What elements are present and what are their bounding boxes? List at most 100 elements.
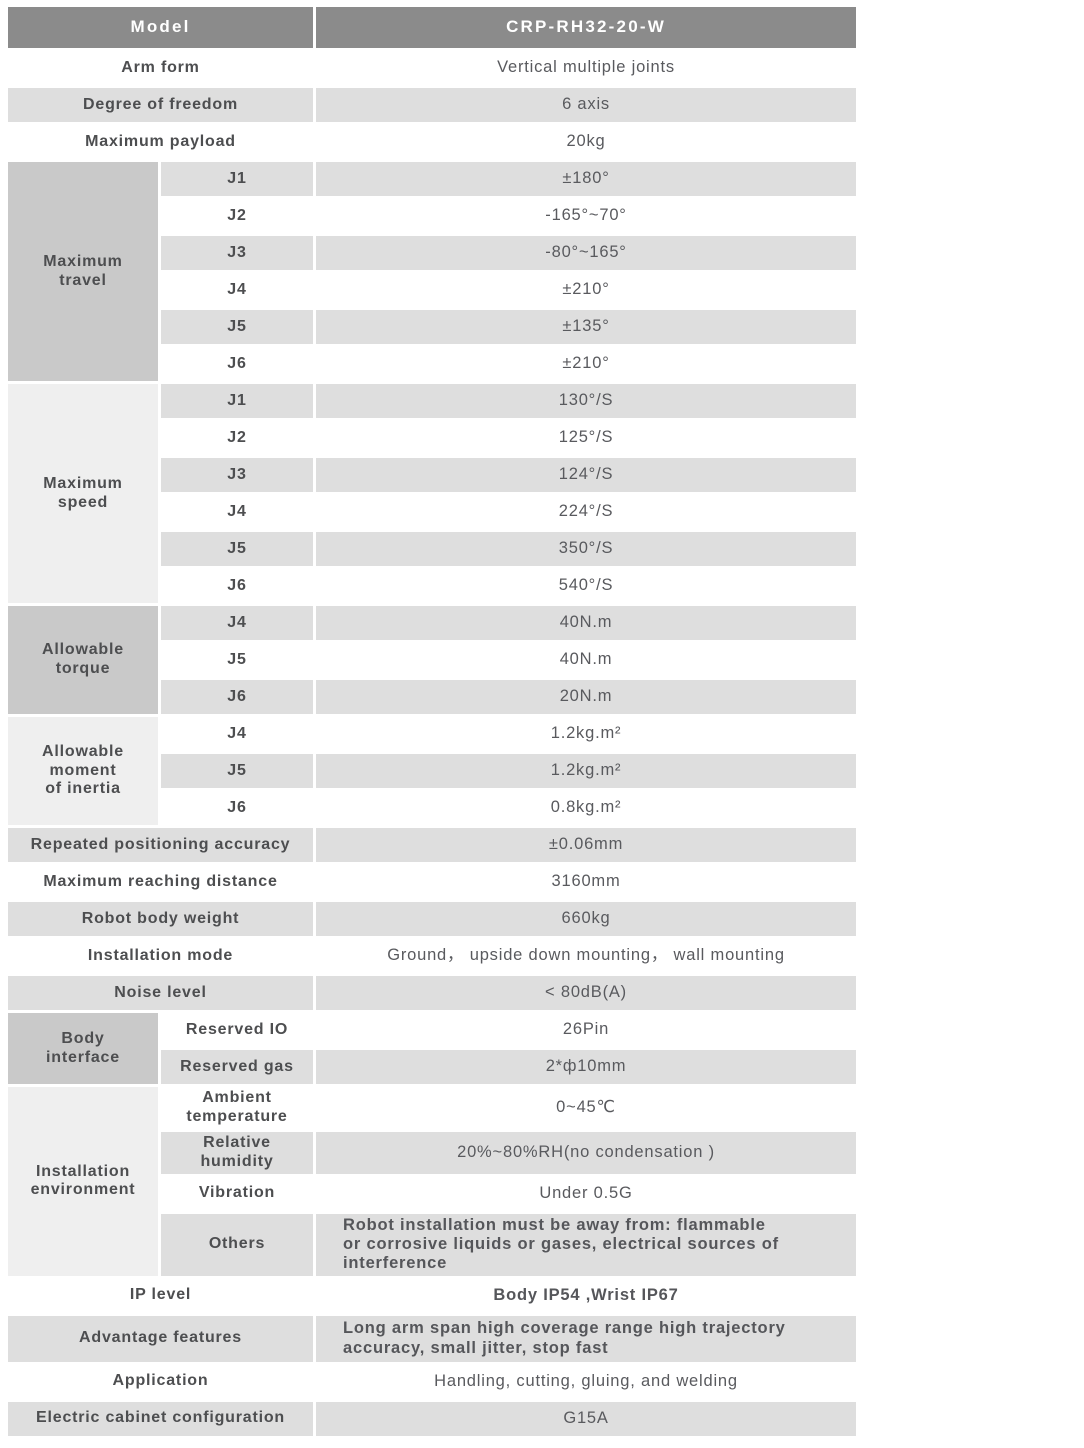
row-value: Ground， upside down mounting， wall mount… xyxy=(316,939,857,973)
table-row-travel-j3: J3 -80°~165° xyxy=(8,236,857,270)
row-value: G15A xyxy=(316,1401,857,1436)
table-row-travel-j4: J4 ±210° xyxy=(8,273,857,307)
sub-value: Under 0.5G xyxy=(316,1176,857,1211)
table-row-noise-level: Noise level < 80dB(A) xyxy=(8,976,857,1010)
joint-label: J3 xyxy=(161,236,314,270)
table-row-torque-j5: J5 40N.m xyxy=(8,643,857,677)
group-label-installation-environment: Installation environment xyxy=(8,1087,158,1276)
row-value: 20kg xyxy=(316,125,857,159)
group-label-body-interface: Body interface xyxy=(8,1013,158,1084)
table-row-reserved-gas: Reserved gas 2*ф10mm xyxy=(8,1050,857,1084)
joint-label: J5 xyxy=(161,310,314,344)
sub-label: Relative humidity xyxy=(161,1131,314,1174)
table-row-speed-j2: J2 125°/S xyxy=(8,421,857,455)
table-row-speed-j5: J5 350°/S xyxy=(8,532,857,566)
joint-label: J4 xyxy=(161,717,314,751)
joint-value: 130°/S xyxy=(316,384,857,418)
joint-value: 1.2kg.m² xyxy=(316,717,857,751)
row-label: Advantage features xyxy=(8,1315,314,1362)
group-label-maximum-speed: Maximum speed xyxy=(8,384,158,603)
table-row-installation-mode: Installation mode Ground， upside down mo… xyxy=(8,939,857,973)
table-row-torque-j4: Allowable torque J4 40N.m xyxy=(8,606,857,714)
row-label: Robot body weight xyxy=(8,902,314,936)
table-row-speed-j4: J4 224°/S xyxy=(8,495,857,529)
joint-value: 350°/S xyxy=(316,532,857,566)
row-label: Arm form xyxy=(8,51,314,85)
sub-value: 26Pin xyxy=(316,1013,857,1047)
table-row-others: Others Robot installation must be away f… xyxy=(8,1213,857,1276)
table-row-relative-humidity: Relative humidity 20%~80%RH(no condensat… xyxy=(8,1131,857,1174)
table-row-speed-j6: J6 540°/S xyxy=(8,569,857,603)
joint-label: J6 xyxy=(161,680,314,714)
spec-sheet-page: { "model_row": { "label": "Model", "valu… xyxy=(0,4,1084,1448)
joint-label: J1 xyxy=(161,384,314,418)
table-row-speed-j3: J3 124°/S xyxy=(8,458,857,492)
joint-label: J2 xyxy=(161,199,314,233)
group-label-maximum-travel: Maximum travel xyxy=(8,162,158,381)
joint-label: J5 xyxy=(161,532,314,566)
row-label: Installation mode xyxy=(8,939,314,973)
joint-value: 224°/S xyxy=(316,495,857,529)
group-label-allowable-inertia: Allowable moment of inertia xyxy=(8,717,158,825)
table-row-inertia-j5: J5 1.2kg.m² xyxy=(8,754,857,788)
table-row-advantage-features: Advantage features Long arm span high co… xyxy=(8,1315,857,1362)
joint-value: 40N.m xyxy=(316,606,857,640)
model-header-value: CRP-RH32-20-W xyxy=(316,7,857,48)
sub-value: 20%~80%RH(no condensation ) xyxy=(316,1131,857,1174)
joint-label: J6 xyxy=(161,569,314,603)
table-row-travel-j6: J6 ±210° xyxy=(8,347,857,381)
row-value: ±0.06mm xyxy=(316,828,857,862)
row-value: Long arm span high coverage range high t… xyxy=(316,1315,857,1362)
row-value: < 80dB(A) xyxy=(316,976,857,1010)
table-row-body-weight: Robot body weight 660kg xyxy=(8,902,857,936)
table-row-repeat-accuracy: Repeated positioning accuracy ±0.06mm xyxy=(8,828,857,862)
sub-label: Reserved gas xyxy=(161,1050,314,1084)
joint-label: J6 xyxy=(161,791,314,825)
joint-value: 1.2kg.m² xyxy=(316,754,857,788)
sub-label: Ambient temperature xyxy=(161,1087,314,1129)
joint-label: J6 xyxy=(161,347,314,381)
row-label: Repeated positioning accuracy xyxy=(8,828,314,862)
joint-label: J2 xyxy=(161,421,314,455)
row-label: Maximum payload xyxy=(8,125,314,159)
table-row-torque-j6: J6 20N.m xyxy=(8,680,857,714)
sub-value: Robot installation must be away from: fl… xyxy=(316,1213,857,1276)
sub-label: Reserved IO xyxy=(161,1013,314,1047)
joint-value: 125°/S xyxy=(316,421,857,455)
table-row-arm-form: Arm form Vertical multiple joints xyxy=(8,51,857,85)
table-row-travel-j2: J2 -165°~70° xyxy=(8,199,857,233)
joint-label: J5 xyxy=(161,754,314,788)
joint-value: 40N.m xyxy=(316,643,857,677)
joint-value: -80°~165° xyxy=(316,236,857,270)
group-label-allowable-torque: Allowable torque xyxy=(8,606,158,714)
table-row-inertia-j4: Allowable moment of inertia J4 1.2kg.m² xyxy=(8,717,857,825)
sub-value: 2*ф10mm xyxy=(316,1050,857,1084)
row-label: Maximum reaching distance xyxy=(8,865,314,899)
joint-value: 540°/S xyxy=(316,569,857,603)
row-value: Vertical multiple joints xyxy=(316,51,857,85)
row-value: 3160mm xyxy=(316,865,857,899)
joint-label: J5 xyxy=(161,643,314,677)
table-row-ip-level: IP level Body IP54 ,Wrist IP67 xyxy=(8,1278,857,1313)
row-value: Handling, cutting, gluing, and welding xyxy=(316,1364,857,1399)
table-row-reaching-distance: Maximum reaching distance 3160mm xyxy=(8,865,857,899)
table-row-degree-of-freedom: Degree of freedom 6 axis xyxy=(8,88,857,122)
table-row-travel-j5: J5 ±135° xyxy=(8,310,857,344)
joint-label: J4 xyxy=(161,606,314,640)
joint-value: 124°/S xyxy=(316,458,857,492)
joint-label: J4 xyxy=(161,495,314,529)
joint-label: J1 xyxy=(161,162,314,196)
sub-label: Vibration xyxy=(161,1176,314,1211)
model-header-label: Model xyxy=(8,7,314,48)
sub-value: 0~45℃ xyxy=(316,1087,857,1129)
joint-value: ±180° xyxy=(316,162,857,196)
row-value: 660kg xyxy=(316,902,857,936)
joint-label: J4 xyxy=(161,273,314,307)
joint-value: 0.8kg.m² xyxy=(316,791,857,825)
joint-value: ±135° xyxy=(316,310,857,344)
table-row-ambient-temperature: Installation environment Ambient tempera… xyxy=(8,1087,857,1276)
row-value: Body IP54 ,Wrist IP67 xyxy=(316,1278,857,1313)
table-row-electric-cabinet: Electric cabinet configuration G15A xyxy=(8,1401,857,1436)
table-row-model: Model CRP-RH32-20-W xyxy=(8,7,857,48)
joint-value: ±210° xyxy=(316,347,857,381)
